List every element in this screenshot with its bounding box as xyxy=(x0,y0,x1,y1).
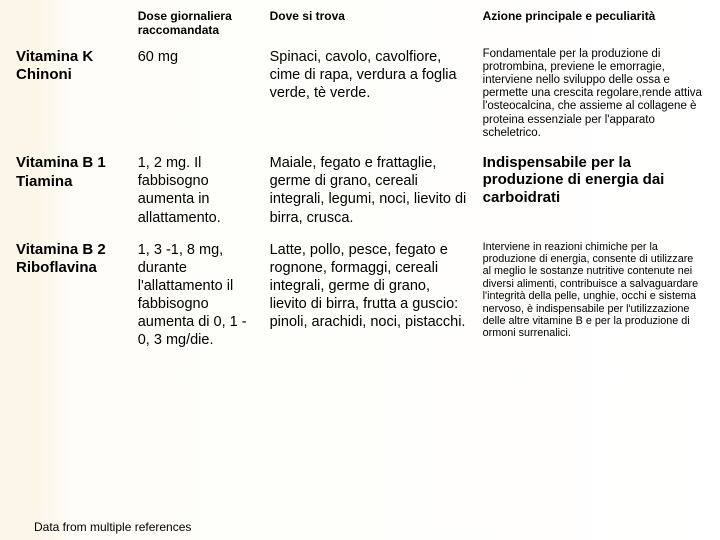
vitamin-name: Vitamina B 1Tiamina xyxy=(10,150,132,237)
table-row: Vitamina B 1Tiamina1, 2 mg. Il fabbisogn… xyxy=(10,150,710,237)
action-cell: Interviene in reazioni chimiche per la p… xyxy=(477,237,710,360)
where-cell: Latte, pollo, pesce, fegato e rognone, f… xyxy=(264,237,477,360)
action-cell: Indispensabile per la produzione di ener… xyxy=(477,150,710,237)
dose-cell: 1, 3 -1, 8 mg, durante l'allattamento il… xyxy=(132,237,264,360)
footer-note: Data from multiple references xyxy=(10,516,710,536)
page: Dose giornaliera raccomandata Dove si tr… xyxy=(0,0,720,540)
vitamin-name: Vitamina B 2Riboflavina xyxy=(10,237,132,360)
table-row: Vitamina B 2Riboflavina1, 3 -1, 8 mg, du… xyxy=(10,237,710,360)
where-cell: Spinaci, cavolo, cavolfiore, cime di rap… xyxy=(264,44,477,151)
vitamin-table: Dose giornaliera raccomandata Dove si tr… xyxy=(10,6,710,359)
table-body: Vitamina KChinoni60 mgSpinaci, cavolo, c… xyxy=(10,44,710,360)
header-dose: Dose giornaliera raccomandata xyxy=(132,6,264,44)
header-empty xyxy=(10,6,132,44)
header-row: Dose giornaliera raccomandata Dove si tr… xyxy=(10,6,710,44)
header-action: Azione principale e peculiarità xyxy=(477,6,710,44)
vitamin-name: Vitamina KChinoni xyxy=(10,44,132,151)
table-row: Vitamina KChinoni60 mgSpinaci, cavolo, c… xyxy=(10,44,710,151)
where-cell: Maiale, fegato e frattaglie, germe di gr… xyxy=(264,150,477,237)
dose-cell: 60 mg xyxy=(132,44,264,151)
action-cell: Fondamentale per la produzione di protro… xyxy=(477,44,710,151)
header-where: Dove si trova xyxy=(264,6,477,44)
dose-cell: 1, 2 mg. Il fabbisogno aumenta in allatt… xyxy=(132,150,264,237)
